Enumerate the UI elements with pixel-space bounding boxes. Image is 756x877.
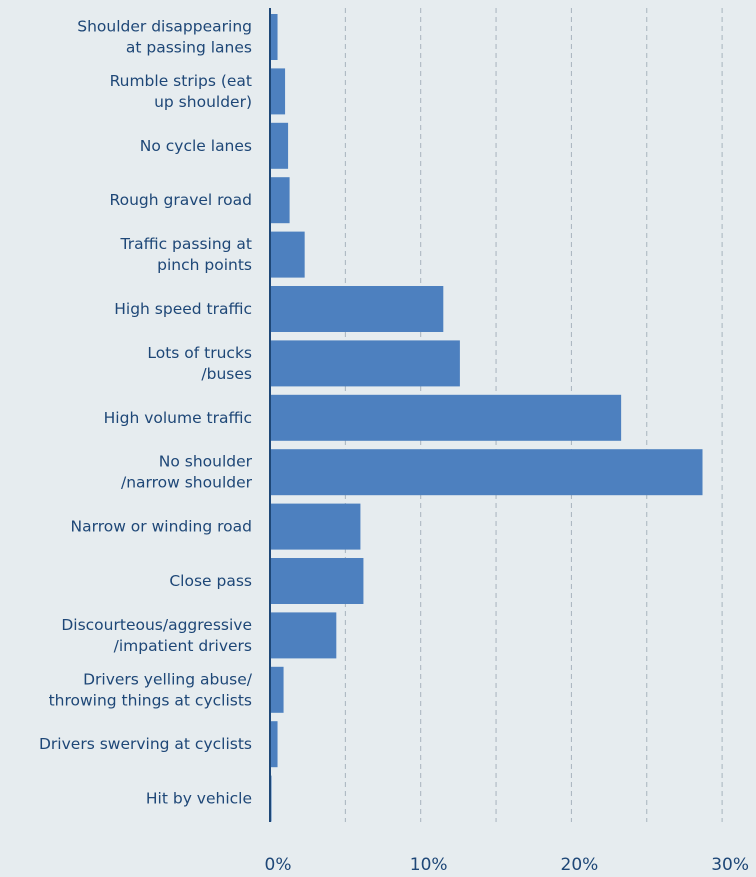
category-labels: Shoulder disappearing at passing lanes Rum… [39, 18, 253, 808]
category-label-line: Traffic passing at [120, 235, 252, 253]
x-tick-label-0: 0% [265, 855, 292, 875]
category-label-line: Discourteous/aggressive [61, 616, 252, 634]
x-tick-label-1: 10% [410, 855, 448, 875]
bar-12 [270, 666, 284, 713]
category-label-line: High speed traffic [114, 300, 252, 318]
category-label-8: No shoulder/narrow shoulder [121, 453, 253, 492]
category-label-line: pinch points [157, 256, 252, 274]
bar-5 [270, 286, 444, 332]
category-label-line: /impatient drivers [114, 637, 252, 655]
bar-6 [270, 340, 460, 387]
category-label-4: Traffic passing at pinch points [120, 235, 252, 274]
category-label-1: Rumble strips (eat up shoulder) [110, 72, 252, 111]
category-label-line: Drivers yelling abuse/ [83, 670, 253, 688]
bar-10 [270, 558, 364, 604]
category-label-10: Close pass [169, 572, 252, 590]
category-label-line: High volume traffic [104, 409, 252, 427]
category-label-line: up shoulder) [154, 93, 252, 111]
bar-0 [270, 14, 278, 60]
bar-11 [270, 612, 337, 659]
category-label-line: Narrow or winding road [71, 518, 253, 536]
bar-8 [270, 449, 703, 496]
category-label-2: No cycle lanes [140, 137, 252, 155]
bars [270, 14, 703, 822]
category-label-5: High speed traffic [114, 300, 252, 318]
category-label-13: Drivers swerving at cyclists [39, 735, 252, 753]
bar-1 [270, 68, 286, 115]
category-label-line: Close pass [169, 572, 252, 590]
category-label-12: Drivers yelling abuse/throwing things at… [49, 670, 253, 709]
category-label-line: No shoulder [159, 453, 253, 471]
category-label-line: Lots of trucks [147, 344, 252, 362]
category-label-line: Rough gravel road [110, 191, 252, 209]
bar-7 [270, 394, 622, 441]
category-label-line: at passing lanes [126, 39, 252, 57]
category-label-line: Drivers swerving at cyclists [39, 735, 252, 753]
bar-13 [270, 721, 278, 768]
category-label-line: Hit by vehicle [146, 790, 252, 808]
category-label-line: /buses [201, 365, 252, 383]
category-label-line: Shoulder disappearing [77, 18, 252, 36]
bar-4 [270, 231, 305, 278]
category-label-14: Hit by vehicle [146, 790, 252, 808]
category-label-0: Shoulder disappearing at passing lanes [77, 18, 252, 57]
x-tick-label-3: 30% [711, 855, 749, 875]
category-label-6: Lots of trucks/buses [147, 344, 252, 383]
bar-2 [270, 122, 289, 169]
bar-9 [270, 503, 361, 550]
category-label-line: /narrow shoulder [121, 474, 253, 492]
category-label-line: No cycle lanes [140, 137, 252, 155]
category-label-7: High volume traffic [104, 409, 252, 427]
category-label-11: Discourteous/aggressive/impatient driver… [61, 616, 252, 655]
category-label-line: throwing things at cyclists [49, 691, 252, 709]
x-tick-label-2: 20% [561, 855, 599, 875]
category-label-3: Rough gravel road [110, 191, 252, 209]
category-label-line: Rumble strips (eat [110, 72, 252, 90]
bar-3 [270, 177, 290, 224]
x-axis-ticks: 0% 10% 20% 30% [265, 855, 749, 875]
category-label-9: Narrow or winding road [71, 518, 253, 536]
